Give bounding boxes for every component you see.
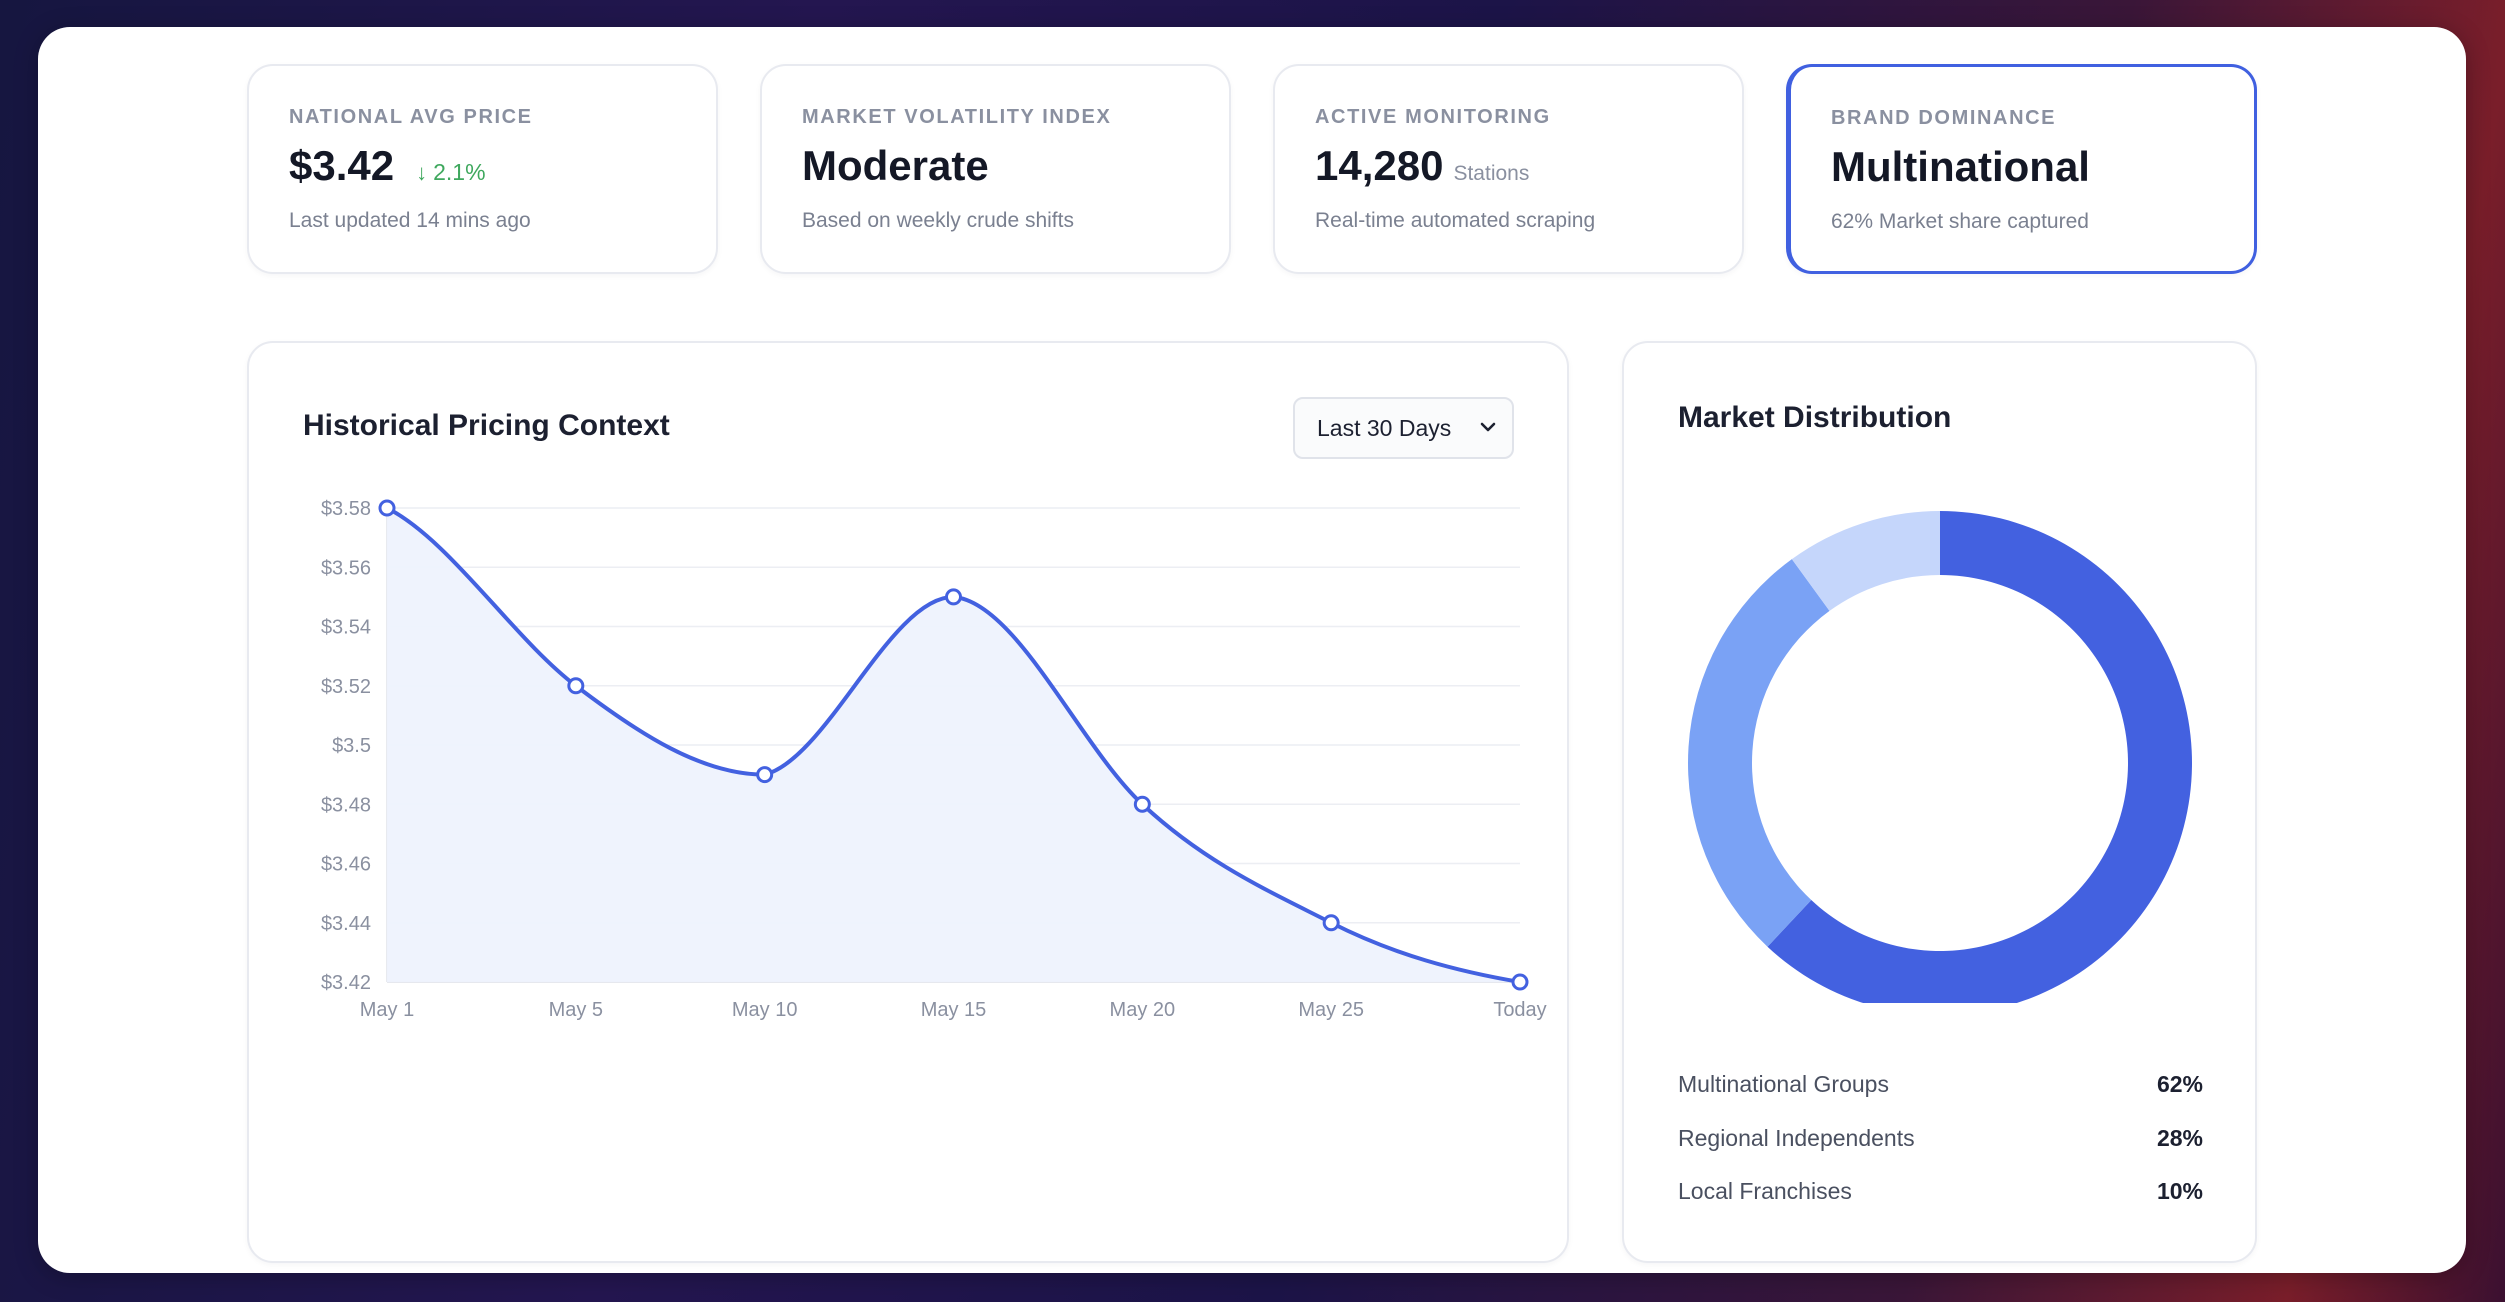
y-tick-label: $3.44 (321, 913, 371, 935)
donut-chart (1688, 511, 2192, 1003)
y-tick-label: $3.5 (332, 735, 371, 757)
y-tick-label: $3.54 (321, 617, 371, 639)
date-range-select[interactable]: Last 30 Days (1293, 397, 1514, 459)
y-tick-label: $3.42 (321, 972, 371, 994)
stat-value-row: $3.42 ↓ 2.1% (289, 142, 486, 190)
y-tick-label: $3.52 (321, 676, 371, 698)
data-point[interactable] (1133, 795, 1151, 813)
stat-label: NATIONAL AVG PRICE (289, 106, 533, 128)
stat-value: Moderate (802, 142, 989, 189)
x-tick-label: May 15 (921, 999, 987, 1021)
stat-value-row: Multinational (1831, 143, 2090, 191)
market-distribution-panel: Market Distribution Multinational Groups… (1622, 341, 2257, 1263)
data-point[interactable] (378, 499, 396, 517)
line-area-fill (387, 508, 1520, 982)
data-point[interactable] (1511, 973, 1529, 991)
legend-label: Multinational Groups (1678, 1071, 1889, 1097)
panel-title: Market Distribution (1678, 401, 1952, 434)
stat-value: $3.42 (289, 142, 395, 189)
legend-value: 10% (2156, 1178, 2203, 1204)
dashboard-frame: NATIONAL AVG PRICE $3.42 ↓ 2.1% Last upd… (38, 27, 2466, 1273)
x-tick-label: May 20 (1110, 999, 1176, 1021)
arrow-down-icon: ↓ (416, 160, 428, 185)
stat-change-value: 2.1% (433, 159, 486, 185)
x-tick-label: May 5 (549, 999, 603, 1021)
date-range-selected-value: Last 30 Days (1317, 414, 1452, 441)
data-point[interactable] (756, 766, 774, 784)
donut-slice-multinational[interactable] (1767, 511, 2192, 1003)
stat-subtext: Based on weekly crude shifts (802, 209, 1074, 232)
legend-label: Local Franchises (1678, 1178, 1852, 1204)
stat-value: 14,280 (1315, 142, 1444, 189)
donut-slice-local[interactable] (1791, 511, 1940, 611)
stat-label: ACTIVE MONITORING (1315, 106, 1551, 128)
x-tick-label: May 1 (360, 999, 414, 1021)
x-tick-label: May 25 (1298, 999, 1364, 1021)
stat-card-active-monitoring: ACTIVE MONITORING 14,280 Stations Real-t… (1273, 64, 1744, 274)
legend-row-multinational: Multinational Groups 62% (1678, 1071, 2203, 1098)
historical-pricing-panel: Historical Pricing Context Last 30 Days … (247, 341, 1569, 1263)
legend-label: Regional Independents (1678, 1125, 1915, 1151)
stat-value: Multinational (1831, 143, 2090, 190)
data-point[interactable] (567, 677, 585, 695)
stat-label: MARKET VOLATILITY INDEX (802, 106, 1112, 128)
y-tick-label: $3.58 (321, 498, 371, 520)
stat-value-row: Moderate (802, 142, 989, 190)
stat-subtext: 62% Market share captured (1831, 210, 2089, 233)
panel-title: Historical Pricing Context (303, 409, 670, 442)
stat-subtext: Real-time automated scraping (1315, 209, 1596, 232)
stat-change-badge: ↓ 2.1% (416, 159, 485, 186)
stat-card-market-volatility: MARKET VOLATILITY INDEX Moderate Based o… (760, 64, 1231, 274)
chevron-down-icon (1480, 422, 1496, 432)
stat-unit: Stations (1453, 162, 1530, 185)
stat-card-national-avg-price: NATIONAL AVG PRICE $3.42 ↓ 2.1% Last upd… (247, 64, 718, 274)
x-tick-label: May 10 (732, 999, 798, 1021)
legend-row-regional: Regional Independents 28% (1678, 1125, 2203, 1152)
y-tick-label: $3.48 (321, 794, 371, 816)
data-point[interactable] (1322, 914, 1340, 932)
legend-value: 28% (2156, 1125, 2203, 1151)
donut-slice-regional[interactable] (1688, 559, 1830, 947)
y-tick-label: $3.46 (321, 854, 371, 876)
x-tick-label: Today (1493, 999, 1546, 1021)
stat-subtext: Last updated 14 mins ago (289, 209, 531, 232)
stat-value-row: 14,280 Stations (1315, 142, 1529, 190)
stat-label: BRAND DOMINANCE (1831, 107, 2057, 129)
stat-card-brand-dominance: BRAND DOMINANCE Multinational 62% Market… (1786, 64, 2257, 274)
legend-row-local: Local Franchises 10% (1678, 1178, 2203, 1205)
data-point[interactable] (945, 588, 962, 606)
line-chart: $3.58 $3.56 $3.54 $3.52 $3.5 $3.48 $3.46 $3.44 $… (321, 498, 1547, 1021)
legend-value: 62% (2156, 1071, 2203, 1097)
y-tick-label: $3.56 (321, 557, 371, 579)
